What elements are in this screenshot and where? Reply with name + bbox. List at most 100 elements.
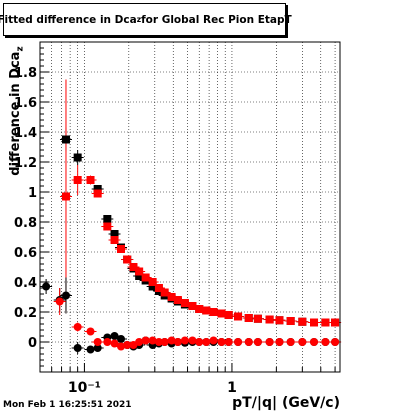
data-point-circle xyxy=(135,338,144,346)
data-point-square xyxy=(103,215,112,223)
data-point-circle xyxy=(275,338,284,346)
axes: 10⁻¹ 1 0 0.2 0.4 0.6 0.8 1 1.2 1.4 1.6 1.8 xyxy=(14,47,336,396)
y-tick-label: 1.8 xyxy=(14,66,37,81)
grid-lines xyxy=(39,42,340,372)
data-point-square xyxy=(331,318,340,327)
data-point-circle xyxy=(244,338,253,346)
data-point-circle xyxy=(123,341,132,349)
data-point-circle xyxy=(86,345,95,354)
data-point-square xyxy=(123,255,132,264)
data-point-square xyxy=(234,312,243,321)
data-point-circle xyxy=(110,339,119,348)
data-point-square xyxy=(217,309,226,318)
data-point-square xyxy=(110,236,119,244)
data-point-circle xyxy=(55,297,64,306)
data-point-square xyxy=(167,293,176,301)
data-point-square xyxy=(180,299,189,307)
data-point-square xyxy=(244,314,253,322)
data-point-circle xyxy=(234,338,243,346)
data-point-square xyxy=(135,272,144,280)
data-point-square xyxy=(110,230,119,238)
data-point-circle xyxy=(61,291,70,300)
data-point-circle xyxy=(141,336,150,345)
data-point-square xyxy=(93,189,102,198)
data-point-square xyxy=(195,305,204,313)
data-point-square xyxy=(135,267,144,276)
data-point-circle xyxy=(331,338,340,346)
chart-title-suffix: for Global Rec Pion EtapT xyxy=(141,13,292,26)
data-point-square xyxy=(61,135,70,144)
data-point-square xyxy=(298,317,307,326)
y-tick-label: 1.2 xyxy=(14,156,37,171)
data-point-circle xyxy=(298,338,307,346)
data-point-circle xyxy=(116,335,125,343)
data-point-circle xyxy=(103,338,112,346)
data-point-square xyxy=(173,296,182,304)
data-point-square xyxy=(265,315,274,324)
data-point-square xyxy=(188,302,197,310)
data-point-square xyxy=(73,176,82,184)
data-point-circle xyxy=(73,344,82,352)
data-point-square xyxy=(148,278,157,286)
data-point-square xyxy=(160,288,169,297)
x-tick-label: 1 xyxy=(227,380,237,396)
data-point-circle xyxy=(286,338,295,346)
data-point-circle xyxy=(173,338,182,346)
data-point-circle xyxy=(265,338,274,346)
data-point-square xyxy=(321,318,330,327)
data-point-circle xyxy=(42,282,51,291)
chart-title: Fitted difference in Dca z for Global Rec… xyxy=(0,3,292,36)
data-point-circle xyxy=(116,342,125,351)
y-tick-label: 0.6 xyxy=(14,246,37,261)
data-point-circle xyxy=(154,338,163,346)
data-point-square xyxy=(310,318,319,327)
x-tick-label: 10⁻¹ xyxy=(68,380,101,396)
data-point-square xyxy=(129,263,138,271)
data-point-circle xyxy=(202,338,211,346)
data-point-circle xyxy=(224,338,233,346)
data-point-square xyxy=(73,153,82,162)
data-point-square xyxy=(224,311,233,319)
y-tick-label: 0.8 xyxy=(14,216,37,231)
data-point-circle xyxy=(86,327,95,336)
data-point-square xyxy=(86,176,95,184)
data-point-circle xyxy=(188,336,197,345)
data-point-square xyxy=(286,317,295,325)
y-axis-label-prefix: difference in Dca xyxy=(8,51,23,176)
data-markers xyxy=(42,135,340,354)
data-point-circle xyxy=(180,336,189,345)
timestamp: Mon Feb 1 16:25:51 2021 xyxy=(3,400,132,410)
data-point-circle xyxy=(195,338,204,346)
data-point-circle xyxy=(93,344,102,352)
data-point-circle xyxy=(253,338,262,346)
plot-frame xyxy=(39,41,341,373)
y-tick-label: 0 xyxy=(28,336,37,351)
data-point-circle xyxy=(217,338,226,346)
y-axis-label: difference in Dcaz xyxy=(8,36,26,186)
data-point-square xyxy=(141,273,150,282)
y-tick-label: 1 xyxy=(28,186,37,201)
data-point-square xyxy=(103,222,112,231)
data-point-circle xyxy=(73,323,82,331)
x-axis-label: pT/|q| (GeV/c) xyxy=(232,395,340,411)
data-point-square xyxy=(93,185,102,193)
data-point-square xyxy=(209,308,218,316)
data-point-circle xyxy=(110,332,119,340)
data-point-square xyxy=(202,306,211,315)
data-point-circle xyxy=(93,338,102,346)
data-point-square xyxy=(253,314,262,323)
data-point-square xyxy=(275,316,284,325)
y-axis-label-sub: z xyxy=(15,46,26,52)
y-tick-label: 1.4 xyxy=(14,126,37,141)
data-point-circle xyxy=(148,336,157,345)
data-point-circle xyxy=(167,336,176,345)
y-tick-label: 1.6 xyxy=(14,96,37,111)
chart-title-sub: z xyxy=(136,15,142,24)
error-bars xyxy=(40,79,342,354)
data-point-circle xyxy=(321,338,330,346)
y-tick-label: 0.2 xyxy=(14,306,37,321)
data-point-square xyxy=(61,192,70,201)
data-point-square xyxy=(116,245,125,253)
data-point-circle xyxy=(209,336,218,345)
